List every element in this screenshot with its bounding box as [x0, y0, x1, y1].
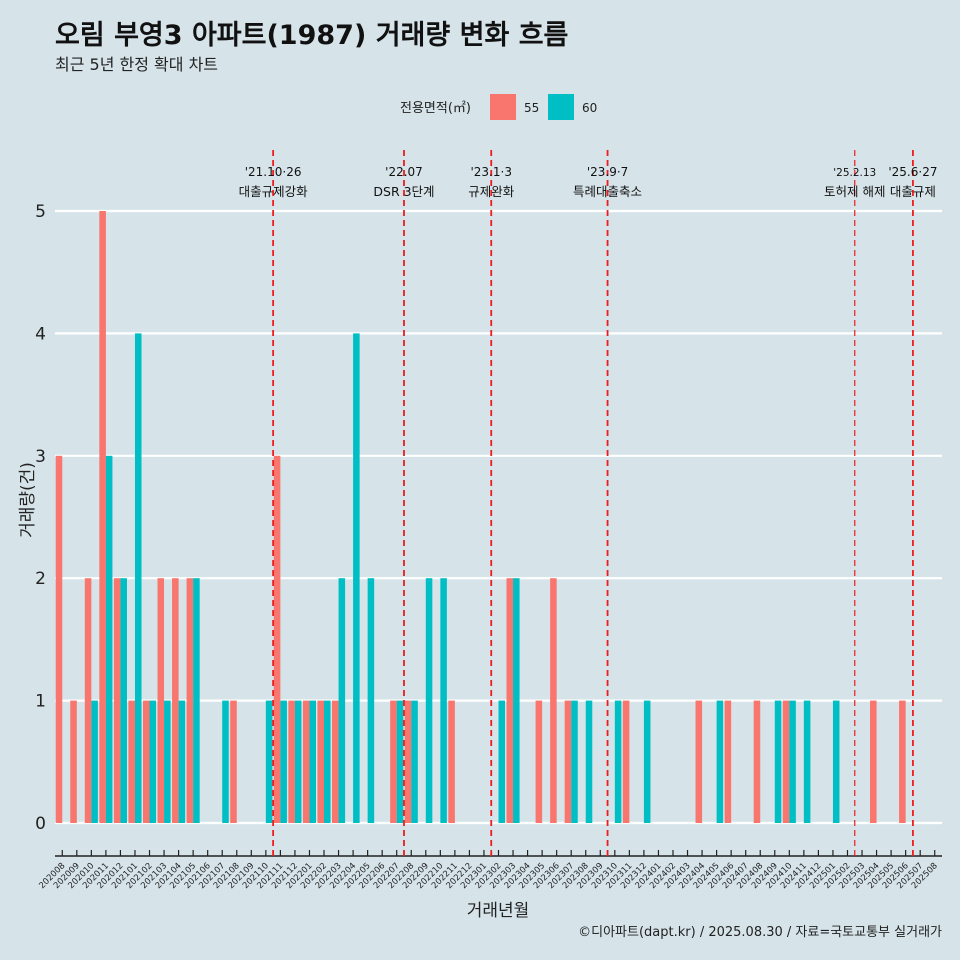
bar-60-202209	[425, 578, 433, 823]
bar-55-202008	[55, 455, 63, 823]
bar-60-202411	[803, 700, 811, 823]
bar-60-202203	[338, 578, 346, 823]
bar-55-202202	[317, 700, 325, 823]
event-date: '25.2.13	[833, 167, 876, 179]
bar-60-202011	[105, 455, 113, 823]
bar-60-202012	[120, 578, 127, 823]
bar-60-202409	[774, 700, 782, 823]
legend-title: 전용면적(㎡)	[400, 101, 471, 116]
y-ticks: 0 1 2 3 4 5	[35, 202, 46, 834]
bar-55-202010	[84, 578, 92, 823]
bar-60-202501	[832, 700, 840, 823]
bar-55-202311	[622, 700, 630, 823]
bar-60-202110	[265, 700, 273, 823]
annotations: '21.10·26 대출규제강화 '22.07 DSR 3단계 '23.1·3 규제완화 '…	[239, 150, 937, 856]
chart-title: 오림 부영3 아파트(1987) 거래량 변화 흐름	[55, 20, 568, 51]
bar-60-202102	[149, 700, 157, 823]
bar-55-202504	[870, 700, 877, 823]
bar-55-202104	[172, 578, 179, 823]
bar-60-202010	[91, 700, 98, 823]
legend-swatch-55	[490, 94, 516, 120]
bar-60-202101	[134, 333, 142, 823]
bar-55-202211	[448, 700, 455, 823]
y-tick-label: 3	[35, 447, 46, 467]
bar-55-202208	[404, 700, 412, 823]
event-label: 대출규제강화	[239, 184, 309, 199]
bar-55-202101	[128, 700, 135, 823]
bar-55-202111	[273, 455, 281, 823]
bar-60-202312	[643, 700, 651, 823]
x-axis-title: 거래년월	[467, 901, 530, 921]
bar-60-202310	[614, 700, 622, 823]
bar-55-202408	[753, 700, 761, 823]
bar-60-202208	[411, 700, 418, 823]
bar-60-202308	[585, 700, 593, 823]
bar-55-202108	[230, 700, 237, 823]
bar-60-202112	[294, 700, 302, 823]
bar-55-202303	[506, 578, 514, 823]
legend-label-55: 55	[524, 101, 539, 115]
bar-55-202112	[288, 700, 295, 823]
bar-60-202204	[353, 333, 360, 823]
y-tick-label: 4	[35, 324, 46, 344]
y-axis-title: 거래량(건)	[18, 462, 38, 538]
bar-55-202307	[564, 700, 572, 823]
legend: 전용면적(㎡) 55 60	[400, 94, 597, 120]
event-label: 특례대출축소	[573, 184, 642, 199]
bar-55-202410	[782, 700, 790, 823]
bar-55-202105	[186, 578, 194, 823]
bar-60-202302	[498, 700, 506, 823]
bar-55-202012	[113, 578, 121, 823]
event-label: 토허제 해제	[824, 184, 885, 199]
bar-55-202506	[899, 700, 906, 823]
bar-60-202201	[309, 700, 317, 823]
event-date: '22.07	[385, 165, 423, 179]
event-date: '25.6·27	[888, 165, 937, 179]
event-date: '21.10·26	[245, 165, 302, 179]
bars	[55, 211, 906, 823]
bar-60-202210	[440, 578, 447, 823]
bar-60-202202	[324, 700, 331, 823]
bar-60-202104	[178, 700, 186, 823]
bar-60-202205	[367, 578, 375, 823]
event-label: DSR 3단계	[373, 184, 434, 199]
bar-55-202207	[390, 700, 397, 823]
bar-55-202203	[332, 700, 339, 823]
event-date: '23.1·3	[470, 165, 511, 179]
y-tick-label: 2	[35, 569, 46, 589]
bar-60-202105	[193, 578, 200, 823]
event-date: '23.9·7	[587, 165, 628, 179]
y-tick-label: 5	[35, 202, 46, 222]
bar-60-202207	[396, 700, 404, 823]
bar-60-202303	[513, 578, 520, 823]
bar-60-202307	[571, 700, 578, 823]
bar-60-202111	[280, 700, 287, 823]
bar-60-202405	[716, 700, 724, 823]
bar-60-202410	[789, 700, 796, 823]
bar-55-202102	[142, 700, 150, 823]
bar-55-202009	[70, 700, 77, 823]
bar-55-202103	[157, 578, 165, 823]
legend-label-60: 60	[582, 101, 597, 115]
bar-60-202107	[222, 700, 229, 823]
bar-55-202406	[724, 700, 732, 823]
y-tick-label: 0	[35, 814, 46, 834]
x-axis: 2020082020092020102020112020122021012021…	[37, 850, 942, 891]
bar-55-202201	[302, 700, 310, 823]
bar-60-202103	[164, 700, 171, 823]
bar-55-202306	[550, 578, 557, 823]
bar-55-202305	[535, 700, 543, 823]
event-label: 규제완화	[468, 184, 515, 199]
legend-swatch-60	[548, 94, 574, 120]
bar-55-202011	[99, 211, 106, 823]
caption: ©디아파트(dapt.kr) / 2025.08.30 / 자료=국토교통부 실…	[578, 925, 942, 940]
y-tick-label: 1	[35, 692, 46, 712]
chart-subtitle: 최근 5년 한정 확대 차트	[55, 55, 218, 74]
bar-55-202404	[695, 700, 703, 823]
event-label: 대출규제	[890, 184, 936, 199]
